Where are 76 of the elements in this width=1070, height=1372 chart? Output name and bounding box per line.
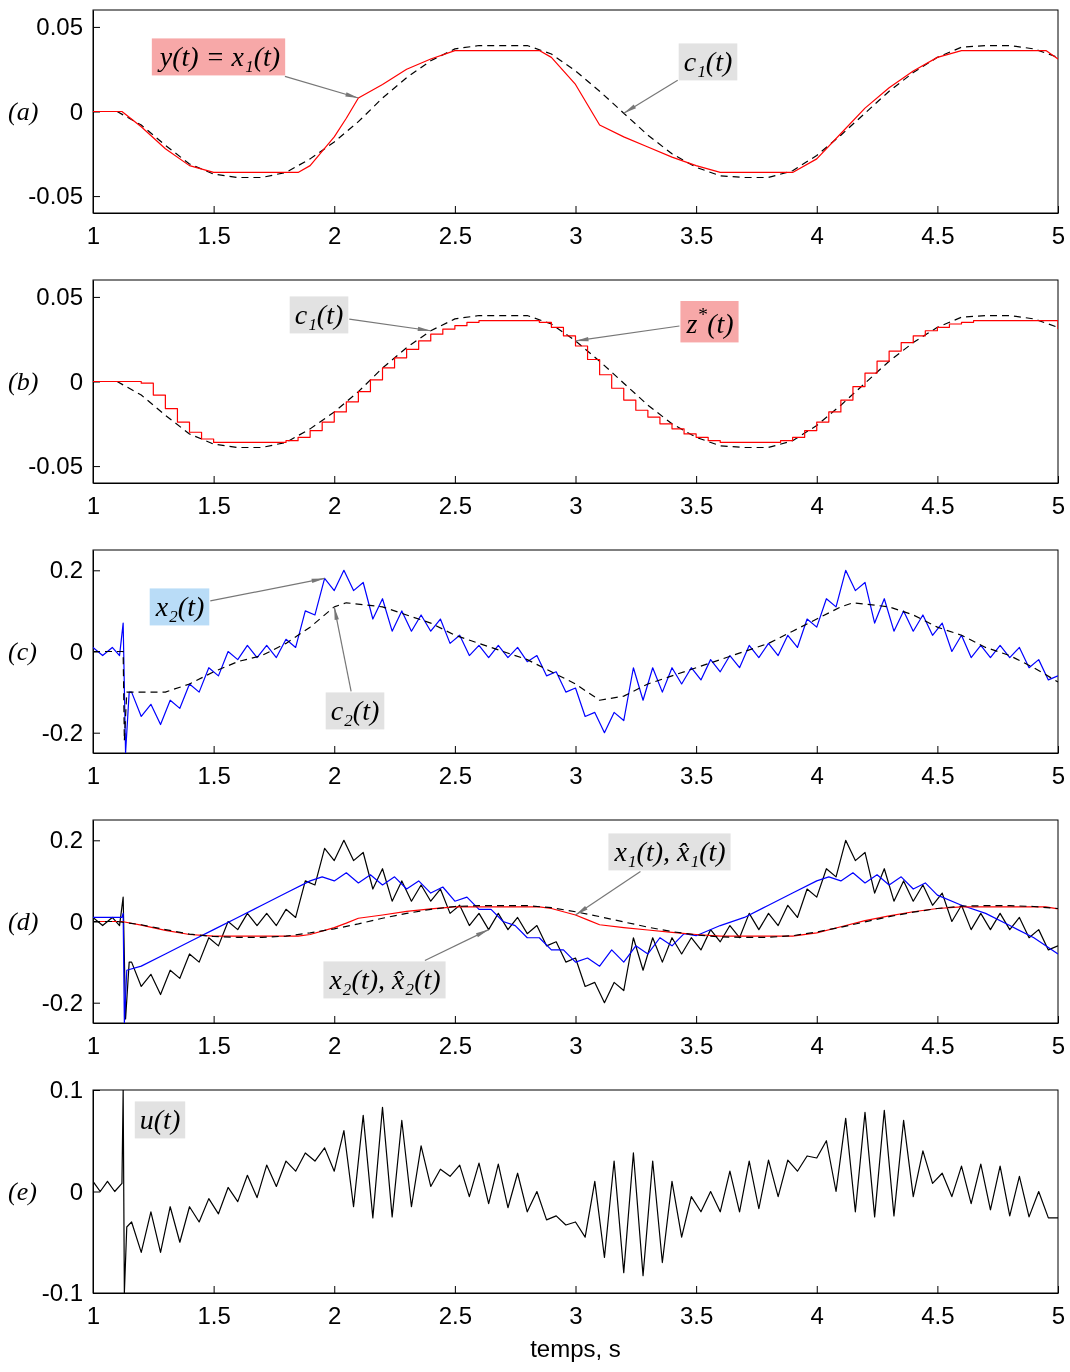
x-tick-label: 4.5 — [921, 222, 955, 250]
x-tick-label: 1 — [86, 222, 101, 250]
x-tick-label: 4.5 — [921, 1302, 955, 1330]
x-tick-label: 3 — [569, 222, 583, 250]
y-tick-label: -0.2 — [41, 988, 83, 1016]
text: (e) — [8, 1176, 37, 1206]
annotation: c₂(t) — [330, 695, 380, 727]
x-tick-label: 4 — [810, 1032, 824, 1060]
x-tick-label: 4 — [810, 222, 824, 250]
x-tick-label: 2 — [328, 492, 342, 520]
y-tick-label: 0 — [69, 907, 83, 935]
annotation: z$^{*}$(t) — [685, 304, 734, 340]
x-tick-label: 1.5 — [197, 222, 231, 250]
x-tick-label: 4 — [810, 1302, 824, 1330]
x-tick-label: 3.5 — [679, 1032, 714, 1060]
annotation: x₂(t), x̂₂(t) — [328, 964, 441, 996]
y-tick-label: 0 — [69, 97, 83, 125]
x-tick-label: 2.5 — [438, 222, 473, 250]
text: (d) — [8, 906, 39, 936]
y-tick-label: 0.05 — [36, 283, 83, 311]
x-tick-label: 4.5 — [921, 492, 955, 520]
x-tick-label: 1.5 — [197, 1032, 231, 1060]
x-tick-label: 4 — [810, 762, 824, 790]
x-axis-title: temps, s — [530, 1335, 621, 1362]
x-tick-label: 3 — [569, 1032, 583, 1060]
y-tick-label: -0.05 — [28, 182, 83, 210]
x-tick-label: 1.5 — [197, 762, 231, 790]
y-tick-label: 0.1 — [49, 1076, 83, 1104]
x-tick-label: 2.5 — [438, 1032, 473, 1060]
x-tick-label: 5 — [1051, 222, 1066, 250]
annotation: y(t) = x₁(t) — [156, 41, 281, 73]
x-tick-label: 1 — [86, 492, 101, 520]
y-tick-label: -0.1 — [41, 1279, 83, 1307]
x-tick-label: 2 — [328, 1302, 342, 1330]
x-tick-label: 5 — [1051, 1302, 1066, 1330]
x-tick-label: 1 — [86, 762, 101, 790]
x-tick-label: 3.5 — [679, 1302, 714, 1330]
x-tick-label: 3.5 — [679, 762, 714, 790]
y-tick-label: 0.2 — [49, 826, 83, 854]
x-tick-label: 1.5 — [197, 1302, 231, 1330]
y-tick-label: 0.05 — [36, 13, 83, 41]
text: (a) — [8, 96, 39, 126]
x-tick-label: 3 — [569, 762, 583, 790]
x-tick-label: 5 — [1051, 1032, 1066, 1060]
y-tick-label: -0.2 — [41, 718, 83, 746]
y-tick-label: 0 — [69, 1177, 83, 1205]
x-tick-label: 2.5 — [438, 762, 473, 790]
x-tick-label: 3 — [569, 492, 583, 520]
y-tick-label: 0 — [69, 367, 83, 395]
x-tick-label: 4 — [810, 492, 824, 520]
annotation: c₁(t) — [294, 299, 344, 331]
x-tick-label: 1 — [86, 1302, 101, 1330]
x-tick-label: 2 — [328, 222, 342, 250]
x-tick-label: 5 — [1051, 762, 1066, 790]
text: (b) — [8, 366, 39, 396]
x-tick-label: 5 — [1051, 492, 1066, 520]
text: (c) — [8, 636, 37, 666]
annotation: x₂(t) — [154, 591, 205, 623]
y-tick-label: 0 — [69, 637, 83, 665]
line-series — [93, 1090, 1058, 1293]
x-tick-label: 2 — [328, 1032, 342, 1060]
x-tick-label: 2.5 — [438, 1302, 473, 1330]
x-tick-label: 3 — [569, 1302, 583, 1330]
x-tick-label: 2.5 — [438, 492, 473, 520]
annotation: x₁(t), x̂₁(t) — [613, 836, 726, 868]
x-tick-label: 3.5 — [679, 492, 714, 520]
x-tick-label: 4.5 — [921, 762, 955, 790]
x-tick-label: 1.5 — [197, 492, 231, 520]
x-tick-label: 1 — [86, 1032, 101, 1060]
x-tick-label: 3.5 — [679, 222, 714, 250]
x-tick-label: 2 — [328, 762, 342, 790]
y-tick-label: 0.2 — [49, 556, 83, 584]
annotation: c₁(t) — [683, 46, 733, 78]
x-tick-label: 4.5 — [921, 1032, 955, 1060]
annotation: u(t) — [139, 1104, 181, 1136]
y-tick-label: -0.05 — [28, 452, 83, 480]
